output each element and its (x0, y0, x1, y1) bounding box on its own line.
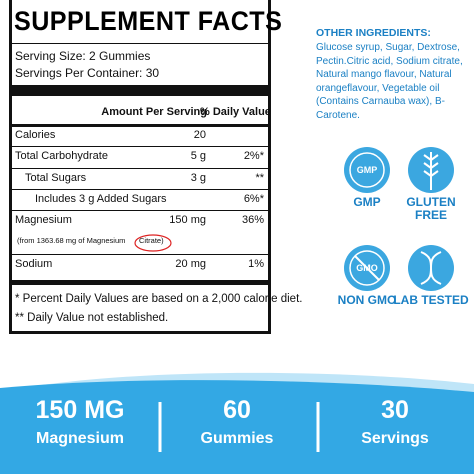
rule (12, 43, 268, 44)
badge-label: NON GMO (337, 293, 397, 307)
row-dv: 36% (241, 214, 264, 226)
row-rule (12, 168, 268, 169)
badge-label: GMP (353, 195, 381, 209)
thick-rule (12, 280, 268, 285)
highlight-ellipse (134, 234, 172, 252)
row-name: Includes 3 g Added Sugars (35, 193, 167, 205)
row-amount: 3 g (190, 172, 206, 184)
badge-ring (349, 152, 385, 188)
badge-label: LAB TESTED (393, 293, 469, 307)
header-amount: Amount Per Serving (101, 106, 207, 118)
stat-label: Gummies (200, 430, 274, 447)
rule (12, 124, 268, 127)
row-dv: ** (255, 172, 264, 184)
facts-title: SUPPLEMENT FACTS (14, 6, 283, 36)
row-name: Magnesium (15, 214, 72, 226)
row-note-circled: Citrate) (139, 236, 164, 245)
row-dv: 1% (248, 258, 264, 270)
footnote: ** Daily Value not established. (15, 312, 169, 324)
row-amount: 150 mg (169, 214, 206, 226)
stat-value: 30 (381, 396, 409, 424)
thick-rule (12, 85, 268, 96)
header-dv: % Daily Value (200, 106, 271, 118)
stat-label: Servings (361, 430, 429, 447)
other-ingredients-text: Glucose syrup, Sugar, Dextrose, Pectin.C… (316, 42, 463, 121)
badge-label: GLUTEN FREE (406, 195, 456, 222)
stat-value: 150 MG (35, 396, 125, 424)
supplement-facts-panel (9, 0, 271, 334)
row-rule (12, 146, 268, 147)
badge-strike (354, 255, 380, 281)
badge-icon-text: GMP (356, 165, 378, 175)
row-rule (12, 254, 268, 255)
row-name: Sodium (15, 258, 53, 270)
row-dv: 6%* (243, 193, 264, 205)
row-dv: 2%* (243, 150, 264, 162)
badge-ring (349, 250, 385, 286)
row-name: Total Sugars (25, 172, 87, 184)
stat-value: 60 (223, 396, 251, 424)
badge-icon-text: GMO (356, 263, 378, 273)
footnote: * Percent Daily Values are based on a 2,… (15, 293, 303, 305)
serving-size: Serving Size: 2 Gummies (15, 49, 151, 63)
row-rule (12, 189, 268, 190)
row-rule (12, 210, 268, 211)
row-name: Total Carbohydrate (15, 150, 108, 162)
row-amount: 5 g (190, 150, 206, 162)
badge-icons (344, 147, 454, 291)
row-amount: 20 (193, 129, 206, 141)
stat-label: Magnesium (35, 430, 124, 447)
row-amount: 20 mg (175, 258, 206, 270)
wave (0, 380, 474, 474)
other-ingredients-title: OTHER INGREDIENTS: (316, 27, 431, 39)
row-note: (from 1363.68 mg of Magnesium (17, 236, 126, 245)
dna-icon (420, 251, 442, 285)
wheat-icon (423, 152, 439, 190)
servings-per-container: Servings Per Container: 30 (15, 66, 160, 80)
row-name: Calories (15, 129, 56, 141)
